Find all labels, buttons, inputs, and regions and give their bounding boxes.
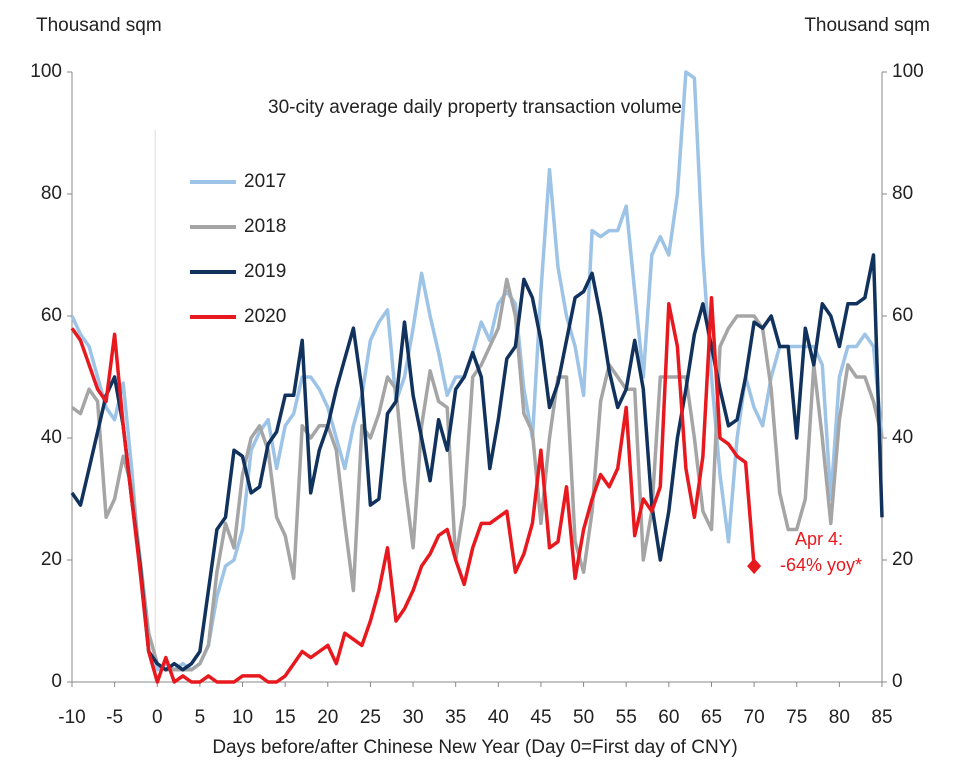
x-tick-label: 75 <box>786 707 807 728</box>
y-tick-label: 20 <box>41 549 62 570</box>
x-tick-label: 45 <box>530 707 551 728</box>
x-axis-label: Days before/after Chinese New Year (Day … <box>212 737 737 758</box>
y2-tick-label: 100 <box>892 61 924 82</box>
series-line <box>70 253 884 672</box>
y-tick-label: 80 <box>41 183 62 204</box>
x-tick-label: 55 <box>616 707 637 728</box>
x-tick-label: 85 <box>871 707 892 728</box>
x-tick-label: 0 <box>152 707 163 728</box>
x-tick-label: 65 <box>701 707 722 728</box>
y2-axis-label: Thousand sqm <box>804 15 930 36</box>
legend-label: 2020 <box>244 306 286 327</box>
x-tick-label: 40 <box>488 707 509 728</box>
x-tick-label: 60 <box>658 707 679 728</box>
x-tick-label: 70 <box>744 707 765 728</box>
x-tick-label: 20 <box>317 707 338 728</box>
x-tick-label: 80 <box>829 707 850 728</box>
y-tick-label: 40 <box>41 427 62 448</box>
y2-tick-label: 60 <box>892 305 913 326</box>
annotation: Apr 4: <box>795 529 843 549</box>
chart-title: 30-city average daily property transacti… <box>268 97 682 118</box>
y2-tick-label: 80 <box>892 183 913 204</box>
legend-label: 2018 <box>244 216 286 237</box>
series-line <box>70 295 756 684</box>
x-tick-label: 5 <box>195 707 206 728</box>
x-tick-label: 10 <box>232 707 253 728</box>
y2-tick-label: 20 <box>892 549 913 570</box>
y2-tick-label: 40 <box>892 427 913 448</box>
x-tick-label: 25 <box>360 707 381 728</box>
legend-label: 2019 <box>244 261 286 282</box>
end-marker <box>747 558 762 575</box>
y-tick-label: 100 <box>30 61 62 82</box>
x-tick-label: 35 <box>445 707 466 728</box>
annotation: -64% yoy* <box>780 555 862 575</box>
x-tick-label: 50 <box>573 707 594 728</box>
series-line <box>70 277 884 672</box>
y-tick-label: 60 <box>41 305 62 326</box>
y2-tick-label: 0 <box>892 671 903 692</box>
x-tick-label: -10 <box>58 707 85 728</box>
x-tick-label: 15 <box>275 707 296 728</box>
x-tick-label: 30 <box>402 707 423 728</box>
legend-label: 2017 <box>244 171 286 192</box>
y-axis-label: Thousand sqm <box>36 15 162 36</box>
y-tick-label: 0 <box>51 671 62 692</box>
x-tick-label: -5 <box>106 707 123 728</box>
